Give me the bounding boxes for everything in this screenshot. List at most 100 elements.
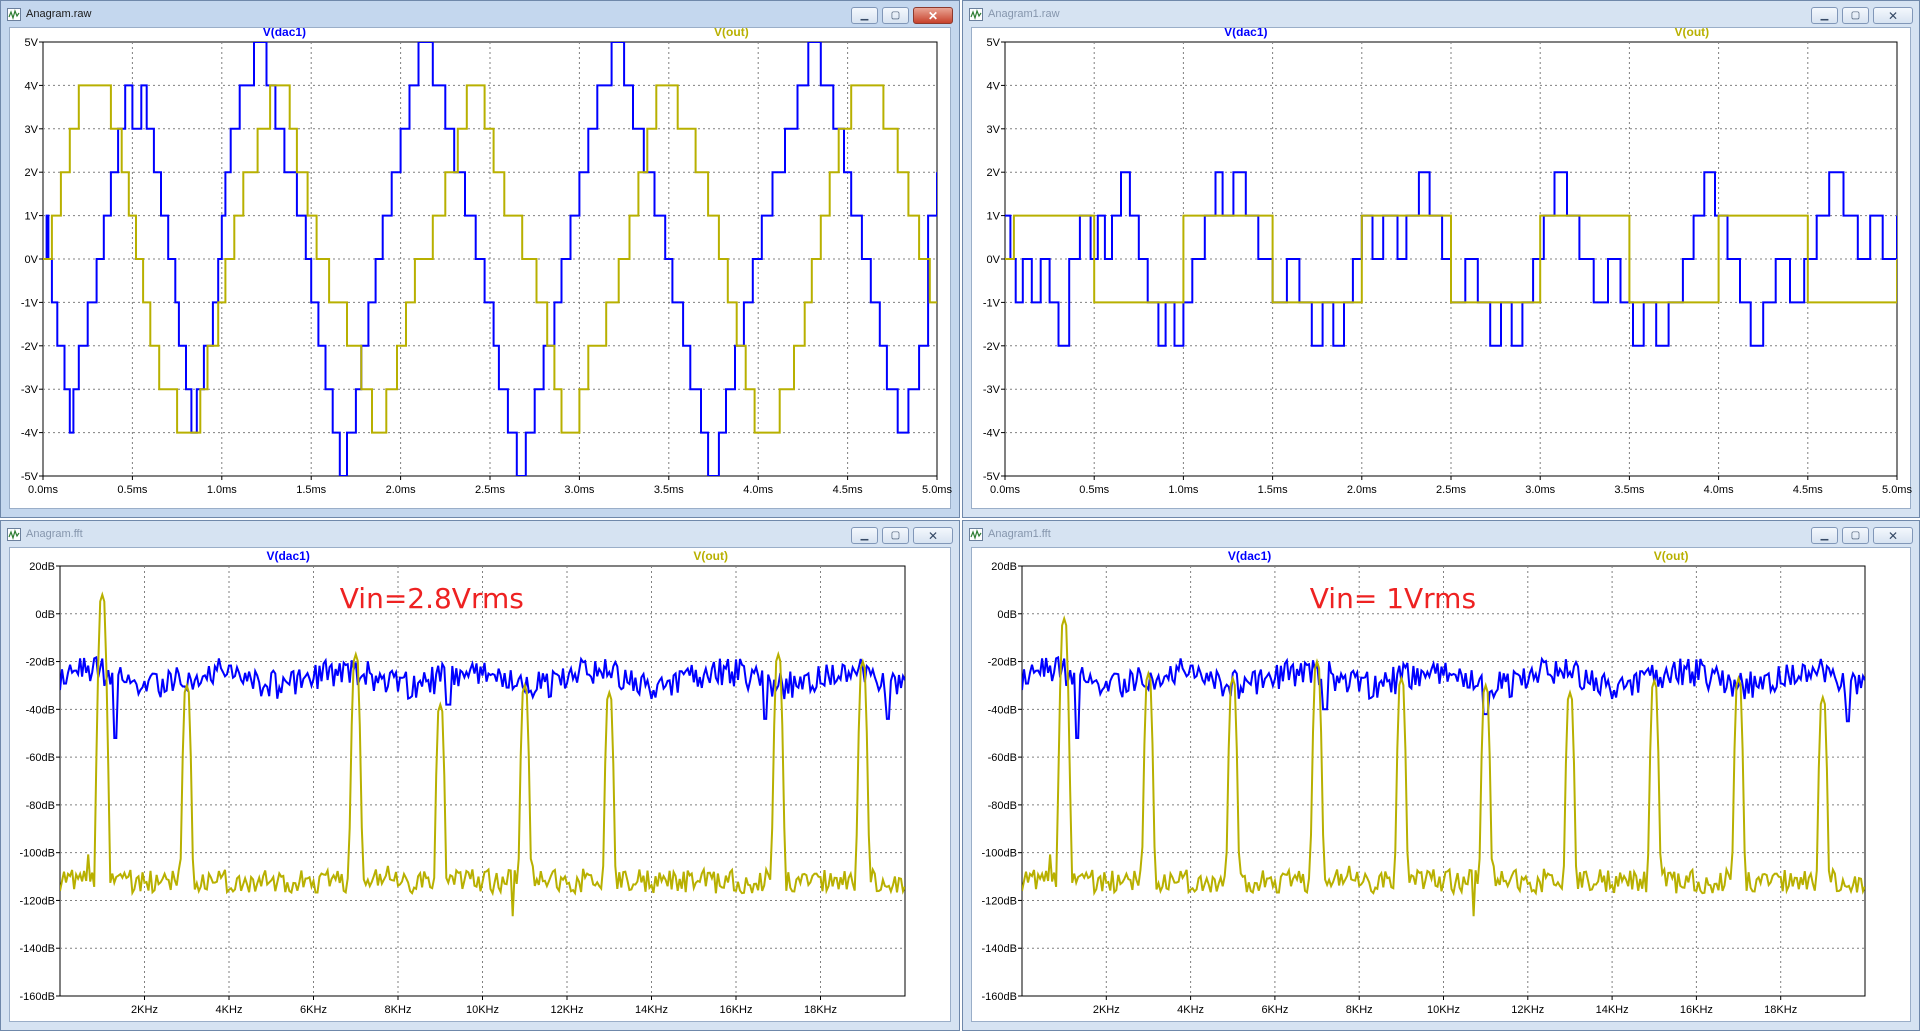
y-tick-label: -120dB [982,895,1017,907]
close-button[interactable]: ✕ [1873,7,1913,24]
y-tick-label: -160dB [982,991,1017,1003]
plot-pane[interactable]: 5V 4V 3V 2V 1V 0V -1V -2V -3V -4V -5V 0.0ms 0.5ms 1.0… [971,27,1912,510]
x-tick-label: 2KHz [1093,1004,1120,1016]
x-tick-label: 14KHz [1596,1004,1629,1016]
series-vdac1-trace [1022,655,1865,739]
trace-label-vdac1: V(dac1) [1228,549,1271,563]
maximize-icon: ▢ [890,529,901,541]
y-tick-label: 2V [25,167,39,179]
close-icon: ✕ [927,8,939,23]
maximize-button[interactable]: ▢ [1842,7,1869,24]
maximize-button[interactable]: ▢ [882,7,909,24]
x-tick-label: 8KHz [385,1004,412,1016]
title-bar[interactable]: Anagram.raw ▁ ▢ ✕ [1,1,959,27]
maximize-button[interactable]: ▢ [882,527,909,544]
minimize-button[interactable]: ▁ [851,527,878,544]
x-tick-label: 5.0ms [922,484,952,496]
plot-pane[interactable]: 5V 4V 3V 2V 1V 0V -1V -2V -3V -4V -5V 0.0ms 0.5ms 1.0… [9,27,952,510]
title-bar[interactable]: Anagram1.fft ▁ ▢ ✕ [963,521,1919,547]
waveform-app-icon [969,7,983,21]
x-tick-label: 0.5ms [117,484,147,496]
x-tick-label: 1.0ms [1168,484,1198,496]
x-tick-label: 2.5ms [1436,484,1466,496]
y-tick-label: -80dB [26,800,55,812]
x-tick-label: 1.0ms [207,484,237,496]
y-tick-label: 20dB [991,561,1017,573]
window-title: Anagram1.fft [988,528,1051,540]
x-tick-label: 18KHz [804,1004,837,1016]
minimize-button[interactable]: ▁ [851,7,878,24]
y-tick-label: -60dB [988,752,1017,764]
plot-pane[interactable]: 20dB 0dB -20dB -40dB -60dB -80dB -100dB -120dB -… [971,547,1911,1022]
x-tick-label: 3.5ms [1614,484,1644,496]
x-tick-label: 6KHz [300,1004,327,1016]
plot-pane[interactable]: 20dB 0dB -20dB -40dB -60dB -80dB -100dB -120dB -… [9,547,951,1022]
y-tick-label: 20dB [29,561,55,573]
y-tick-label: 3V [987,124,1001,136]
y-tick-label: 5V [25,37,39,49]
y-tick-label: 4V [25,80,39,92]
x-tick-label: 4.5ms [833,484,863,496]
series-vout-trace [1005,214,1897,304]
fft-window-anagram1-fft[interactable]: Anagram1.fft ▁ ▢ ✕ 20dB 0dB -20dB -40dB -60d… [962,520,1920,1031]
x-tick-label: 0.0ms [28,484,58,496]
x-tick-label: 3.5ms [654,484,684,496]
x-tick-label: 2.0ms [386,484,416,496]
minimize-button[interactable]: ▁ [1811,7,1838,24]
x-tick-label: 2.5ms [475,484,505,496]
minimize-icon: ▁ [860,529,869,541]
chart-svg[interactable]: 5V 4V 3V 2V 1V 0V -1V -2V -3V -4V -5V0.0ms 0.5ms 1.0… [972,28,1912,510]
x-tick-label: 4.5ms [1793,484,1823,496]
fft-window-anagram-fft[interactable]: Anagram.fft ▁ ▢ ✕ 20dB 0dB -20dB -40dB -60dB… [0,520,960,1031]
maximize-button[interactable]: ▢ [1842,527,1869,544]
y-tick-label: -100dB [982,848,1017,860]
chart-svg[interactable]: 20dB 0dB -20dB -40dB -60dB -80dB -100dB -120dB -… [972,548,1912,1023]
x-tick-label: 5.0ms [1882,484,1912,496]
series-vdac1-trace [60,655,905,739]
y-tick-label: -1V [21,297,39,309]
series-vout-trace [1022,615,1865,917]
x-tick-label: 14KHz [635,1004,668,1016]
close-button[interactable]: ✕ [913,7,953,24]
window-title: Anagram.raw [26,8,92,20]
close-icon: ✕ [927,528,939,543]
waveform-window-anagram1-raw[interactable]: Anagram1.raw ▁ ▢ ✕ 5V 4V 3V 2V 1V 0V -1V -2V -3V… [962,0,1920,518]
close-button[interactable]: ✕ [913,527,953,544]
x-tick-label: 10KHz [1427,1004,1460,1016]
x-tick-label: 16KHz [719,1004,752,1016]
waveform-window-anagram-raw[interactable]: Anagram.raw ▁ ▢ ✕ 5V 4V 3V 2V 1V 0V -1V -2V -3V -… [0,0,960,518]
minimize-icon: ▁ [1820,9,1829,21]
minimize-button[interactable]: ▁ [1811,527,1838,544]
close-icon: ✕ [1887,8,1899,23]
y-tick-label: -60dB [26,752,55,764]
y-tick-label: -2V [983,341,1001,353]
y-tick-label: -20dB [26,657,55,669]
y-tick-label: -2V [21,341,39,353]
title-bar[interactable]: Anagram1.raw ▁ ▢ ✕ [963,1,1919,27]
x-tick-label: 2.0ms [1347,484,1377,496]
x-tick-label: 10KHz [466,1004,499,1016]
annotation-label: Vin=2.8Vrms [340,582,524,615]
y-tick-label: -4V [983,428,1001,440]
trace-label-vdac1: V(dac1) [263,28,306,39]
x-tick-label: 3.0ms [564,484,594,496]
y-tick-label: -140dB [982,943,1017,955]
title-bar[interactable]: Anagram.fft ▁ ▢ ✕ [1,521,959,547]
annotation-label: Vin= 1Vrms [1310,582,1476,615]
chart-svg[interactable]: 20dB 0dB -20dB -40dB -60dB -80dB -100dB -120dB -… [10,548,952,1023]
y-tick-label: -100dB [20,848,55,860]
chart-svg[interactable]: 5V 4V 3V 2V 1V 0V -1V -2V -3V -4V -5V0.0ms 0.5ms 1.0… [10,28,952,510]
waveform-app-icon [7,7,21,21]
y-tick-label: -3V [983,384,1001,396]
trace-label-vdac1: V(dac1) [1224,28,1267,39]
y-tick-label: -5V [21,471,39,483]
window-title: Anagram1.raw [988,8,1060,20]
close-icon: ✕ [1887,528,1899,543]
y-tick-label: -4V [21,428,39,440]
y-tick-label: 0dB [35,609,55,621]
y-tick-label: -40dB [26,704,55,716]
close-button[interactable]: ✕ [1873,527,1913,544]
y-tick-label: -1V [983,297,1001,309]
maximize-icon: ▢ [1850,529,1861,541]
maximize-icon: ▢ [890,9,901,21]
